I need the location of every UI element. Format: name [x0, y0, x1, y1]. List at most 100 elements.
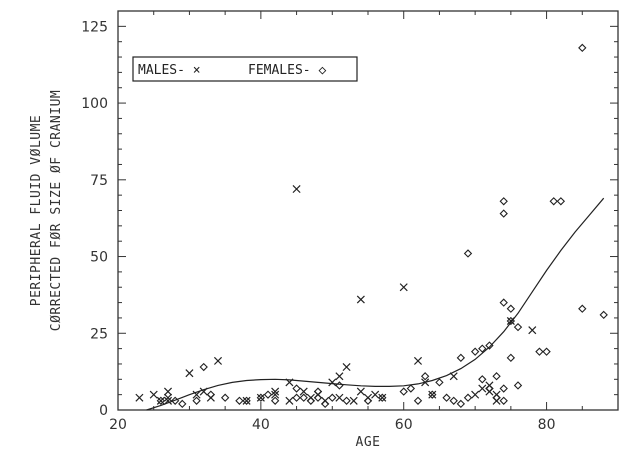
- female-point: [263, 390, 273, 399]
- male-point: [378, 393, 387, 402]
- female-point: [313, 387, 323, 396]
- y-tick-label: 100: [81, 96, 108, 112]
- male-point-stroke: [163, 387, 173, 396]
- male-point-stroke: [506, 316, 515, 326]
- female-point: [335, 381, 344, 390]
- female-point: [478, 375, 487, 384]
- male-point-stroke: [335, 372, 344, 381]
- x-tick-label: 60: [395, 417, 413, 433]
- male-point-stroke: [185, 369, 194, 378]
- female-point: [306, 396, 316, 405]
- male-point: [192, 390, 201, 399]
- male-point-stroke: [378, 393, 387, 402]
- female-point: [456, 353, 466, 363]
- male-point-stroke: [285, 378, 294, 387]
- male-point-stroke: [449, 372, 458, 381]
- male-point: [328, 378, 337, 387]
- male-point: [413, 356, 423, 365]
- male-point-stroke: [192, 390, 201, 399]
- male-point: [242, 396, 251, 405]
- female-point: [506, 316, 516, 326]
- male-point: [335, 393, 344, 402]
- male-point: [399, 283, 408, 292]
- legend-females-label: FEMALES- ◇: [248, 63, 326, 78]
- x-tick-label: 80: [538, 417, 556, 433]
- female-point: [313, 393, 323, 402]
- female-point: [492, 372, 501, 381]
- female-point: [235, 396, 244, 405]
- y-axis-title-line-2: CØRRECTED FØR SIZE ØF CRANIUM: [49, 90, 64, 331]
- male-point: [271, 390, 280, 399]
- legend-box: [132, 56, 358, 82]
- ticks: 20 40 60 80 0 25 50 75 100 125: [81, 10, 619, 433]
- male-point: [335, 372, 344, 381]
- y-tick-label: 25: [90, 326, 108, 342]
- female-point: [406, 384, 416, 393]
- male-point-stroke: [135, 393, 144, 402]
- female-point: [299, 393, 308, 402]
- male-point: [342, 363, 351, 372]
- male-point: [421, 378, 430, 387]
- female-point: [206, 390, 216, 399]
- female-point: [242, 396, 251, 405]
- male-point-stroke: [299, 387, 308, 396]
- male-point-stroke: [356, 387, 365, 396]
- female-point: [220, 393, 230, 402]
- male-point: [471, 390, 480, 399]
- male-point-stroke: [399, 283, 408, 292]
- male-point-stroke: [256, 393, 265, 402]
- female-point: [556, 197, 566, 206]
- male-point: [528, 326, 537, 335]
- male-point-stroke: [421, 378, 430, 387]
- female-point: [292, 393, 301, 402]
- x-tick-label: 20: [109, 417, 127, 433]
- male-point-stroke: [478, 384, 487, 393]
- female-point: [463, 249, 473, 258]
- male-point: [163, 396, 173, 405]
- male-point: [506, 316, 515, 326]
- female-point: [535, 347, 544, 356]
- male-point: [271, 387, 280, 396]
- male-point-stroke: [349, 396, 358, 405]
- male-point: [163, 393, 173, 402]
- male-point-stroke: [242, 396, 251, 405]
- female-point: [320, 399, 330, 409]
- y-tick-label: 125: [81, 19, 108, 35]
- male-point: [285, 396, 294, 405]
- male-point-stroke: [163, 393, 173, 402]
- female-point: [499, 298, 508, 307]
- female-point: [542, 347, 551, 356]
- male-point: [428, 390, 437, 399]
- male-point-stroke: [328, 378, 337, 387]
- trend-curve: [146, 197, 605, 411]
- legend-males-label: MALES- ×: [138, 63, 201, 78]
- male-point-stroke: [428, 390, 437, 399]
- male-point-stroke: [292, 184, 301, 194]
- male-point: [356, 295, 365, 304]
- female-point: [513, 381, 523, 390]
- female-point: [378, 393, 387, 402]
- male-point: [478, 384, 487, 393]
- female-point: [456, 399, 466, 409]
- male-point-stroke: [156, 396, 165, 405]
- male-point-stroke: [199, 387, 208, 396]
- female-point: [192, 396, 201, 405]
- female-point: [428, 390, 437, 399]
- male-point: [449, 372, 458, 381]
- female-point: [178, 399, 187, 409]
- female-point: [170, 396, 180, 405]
- male-point-stroke: [149, 390, 158, 399]
- female-point: [463, 393, 473, 402]
- male-point: [371, 390, 380, 399]
- male-point: [292, 184, 301, 194]
- trend-curve-layer: [146, 197, 605, 411]
- female-point: [506, 304, 516, 313]
- male-point: [185, 369, 194, 378]
- male-point-stroke: [271, 390, 280, 399]
- female-point: [499, 197, 508, 206]
- female-point: [578, 304, 587, 313]
- male-point-stroke: [413, 356, 423, 365]
- female-point: [506, 353, 516, 363]
- male-point-stroke: [271, 387, 280, 396]
